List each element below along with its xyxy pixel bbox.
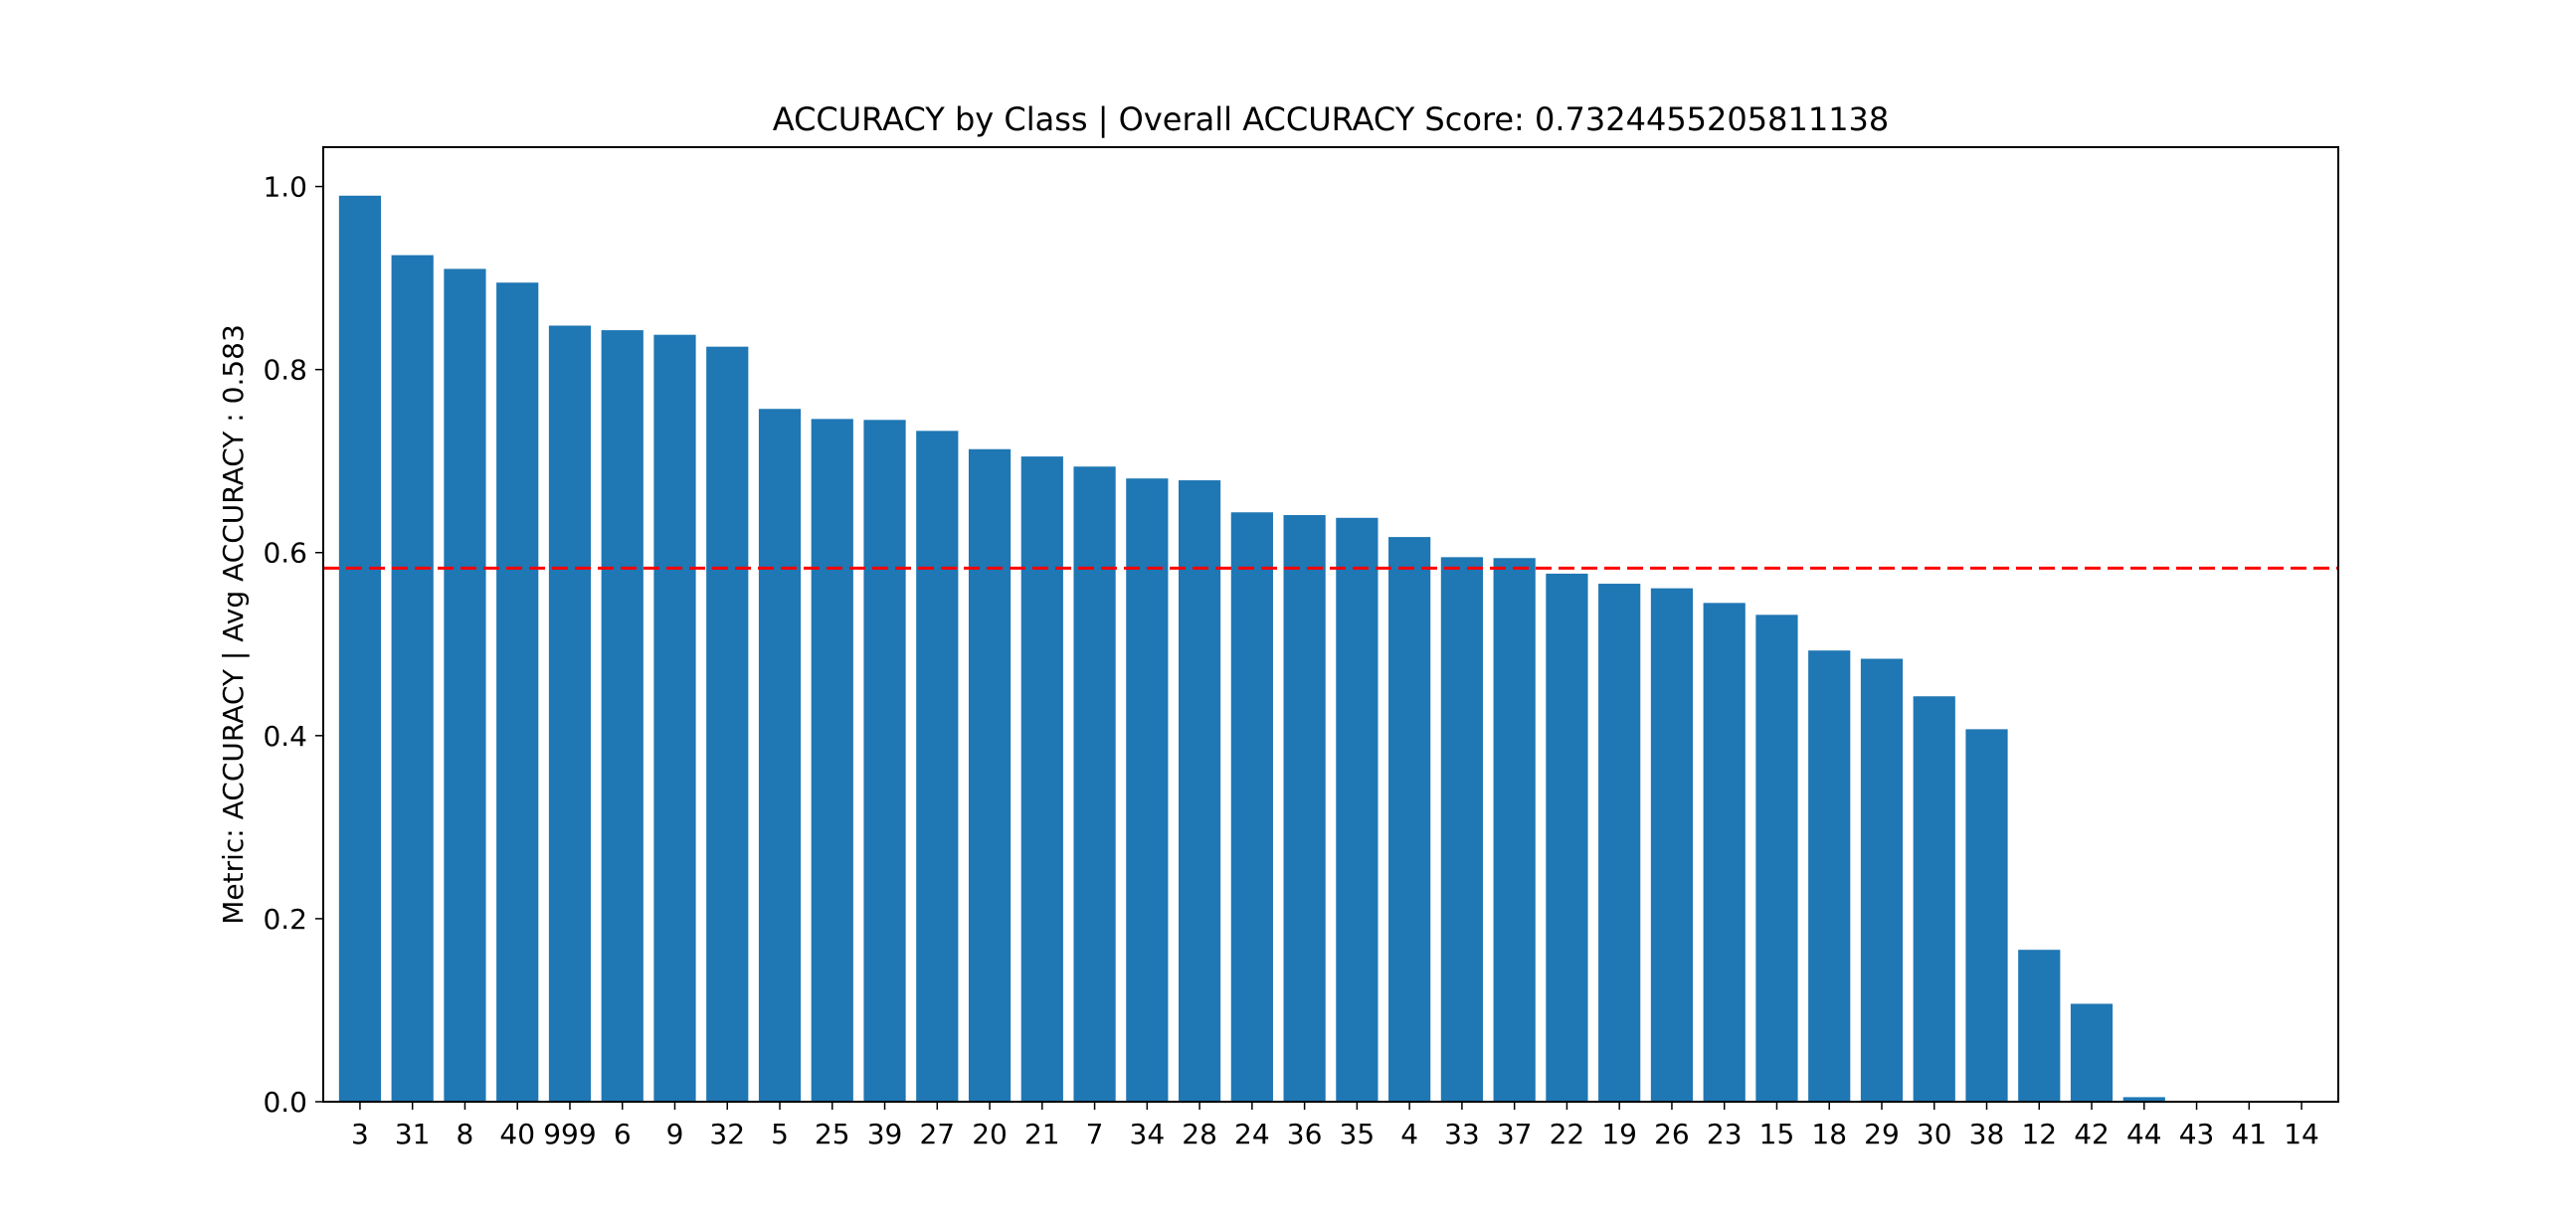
- bar-class-28: [1178, 480, 1221, 1102]
- y-tick-label: 1.0: [263, 171, 307, 204]
- bar-class-39: [863, 420, 906, 1102]
- x-tick-label: 4: [1400, 1118, 1418, 1150]
- x-tick-label: 20: [972, 1118, 1008, 1150]
- x-tick-label: 21: [1024, 1118, 1060, 1150]
- x-tick-label: 36: [1287, 1118, 1323, 1150]
- bar-class-44: [2122, 1097, 2165, 1102]
- y-tick-label: 0.4: [263, 720, 307, 753]
- x-tick-label: 30: [1917, 1118, 1952, 1150]
- x-tick-label: 15: [1759, 1118, 1795, 1150]
- bar-class-38: [1965, 729, 2008, 1102]
- bar-class-33: [1440, 557, 1484, 1102]
- bar-class-24: [1230, 512, 1273, 1102]
- bar-class-8: [444, 268, 486, 1102]
- x-tick-label: 26: [1654, 1118, 1690, 1150]
- chart-title: ACCURACY by Class | Overall ACCURACY Sco…: [773, 100, 1890, 138]
- x-tick-label: 37: [1497, 1118, 1533, 1150]
- bar-class-15: [1755, 614, 1798, 1102]
- x-tick-label: 25: [815, 1118, 850, 1150]
- x-tick-label: 29: [1864, 1118, 1900, 1150]
- y-tick-label: 0.2: [263, 903, 307, 936]
- bar-class-999: [548, 325, 592, 1102]
- bar-class-19: [1598, 584, 1641, 1102]
- x-tick-label: 23: [1707, 1118, 1743, 1150]
- bar-class-3: [338, 195, 382, 1103]
- bar-class-23: [1703, 603, 1746, 1102]
- bar-class-37: [1493, 558, 1536, 1102]
- x-tick-label: 27: [919, 1118, 955, 1150]
- bar-class-18: [1808, 650, 1851, 1102]
- bar-class-40: [496, 282, 539, 1103]
- x-tick-label: 40: [499, 1118, 535, 1150]
- bar-class-42: [2070, 1003, 2114, 1102]
- x-tick-label: 33: [1444, 1118, 1480, 1150]
- y-tick-label: 0.6: [263, 537, 307, 570]
- bar-class-35: [1336, 517, 1379, 1102]
- bar-class-12: [2018, 950, 2061, 1102]
- x-tick-label: 41: [2231, 1118, 2267, 1150]
- x-tick-label: 43: [2179, 1118, 2215, 1150]
- y-axis-ticks: 0.0 0.2 0.4 0.6 0.8 1.0: [263, 171, 323, 1119]
- bar-class-20: [968, 448, 1012, 1102]
- x-tick-label: 3: [351, 1118, 369, 1150]
- bar-class-4: [1388, 537, 1431, 1102]
- x-tick-label: 14: [2284, 1118, 2319, 1150]
- bar-class-5: [758, 409, 802, 1102]
- bar-class-29: [1860, 658, 1904, 1102]
- plot-frame: [322, 146, 2339, 1103]
- bar-class-6: [601, 330, 644, 1103]
- bar-class-36: [1283, 515, 1326, 1102]
- x-tick-label: 24: [1234, 1118, 1270, 1150]
- x-tick-label: 12: [2021, 1118, 2057, 1150]
- bar-class-27: [916, 431, 959, 1102]
- x-tick-label: 8: [457, 1118, 474, 1150]
- bar-class-31: [391, 255, 434, 1103]
- x-tick-label: 31: [395, 1118, 431, 1150]
- x-tick-label: 42: [2074, 1118, 2110, 1150]
- y-tick-label: 0.0: [263, 1086, 307, 1119]
- x-tick-label: 999: [543, 1118, 596, 1150]
- x-axis-ticks: 3 31 8 40 999 6 9 32 5 25 39 27 20 21 7 34 28 24 36 35 4 33 37…: [351, 1102, 2319, 1150]
- bar-class-26: [1650, 588, 1694, 1102]
- bar-class-34: [1126, 478, 1169, 1102]
- bar-class-21: [1020, 456, 1063, 1102]
- x-tick-label: 34: [1130, 1118, 1166, 1150]
- bar-class-32: [706, 346, 749, 1102]
- x-tick-label: 18: [1811, 1118, 1847, 1150]
- bars-group: [338, 195, 2165, 1103]
- x-tick-label: 6: [614, 1118, 632, 1150]
- x-tick-label: 44: [2126, 1118, 2162, 1150]
- x-tick-label: 9: [666, 1118, 684, 1150]
- y-axis-label: Metric: ACCURACY | Avg ACCURACY : 0.583: [217, 324, 250, 925]
- x-tick-label: 28: [1182, 1118, 1217, 1150]
- bar-class-9: [653, 334, 696, 1102]
- x-tick-label: 7: [1086, 1118, 1104, 1150]
- x-tick-label: 35: [1340, 1118, 1376, 1150]
- x-tick-label: 5: [771, 1118, 789, 1150]
- bar-class-22: [1546, 573, 1588, 1102]
- bar-class-7: [1073, 466, 1116, 1102]
- y-tick-label: 0.8: [263, 354, 307, 387]
- x-tick-label: 22: [1550, 1118, 1585, 1150]
- bar-class-25: [811, 419, 853, 1102]
- bar-class-30: [1913, 696, 1955, 1102]
- x-tick-label: 39: [867, 1118, 903, 1150]
- x-tick-label: 19: [1601, 1118, 1637, 1150]
- x-tick-label: 32: [709, 1118, 745, 1150]
- x-tick-label: 38: [1969, 1118, 2005, 1150]
